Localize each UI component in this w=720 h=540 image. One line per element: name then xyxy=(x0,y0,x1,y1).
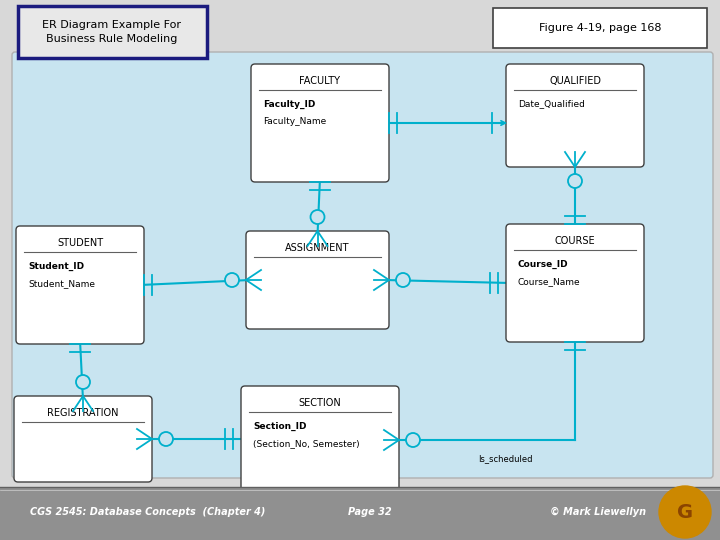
Text: Page 32: Page 32 xyxy=(348,507,392,517)
Circle shape xyxy=(310,210,325,224)
Text: Is_scheduled: Is_scheduled xyxy=(478,454,532,463)
Text: Section_ID: Section_ID xyxy=(253,421,307,430)
Circle shape xyxy=(225,273,239,287)
Circle shape xyxy=(568,174,582,188)
FancyBboxPatch shape xyxy=(246,231,389,329)
FancyBboxPatch shape xyxy=(493,8,707,48)
Text: G: G xyxy=(677,503,693,522)
Text: Student_ID: Student_ID xyxy=(28,261,84,271)
FancyBboxPatch shape xyxy=(241,386,399,494)
Text: ASSIGNMENT: ASSIGNMENT xyxy=(285,243,350,253)
Text: REGISTRATION: REGISTRATION xyxy=(48,408,119,418)
Text: COURSE: COURSE xyxy=(554,236,595,246)
Circle shape xyxy=(76,375,90,389)
Text: QUALIFIED: QUALIFIED xyxy=(549,76,601,86)
Circle shape xyxy=(396,273,410,287)
Text: Faculty_ID: Faculty_ID xyxy=(263,99,315,109)
Circle shape xyxy=(659,486,711,538)
FancyBboxPatch shape xyxy=(506,224,644,342)
FancyBboxPatch shape xyxy=(14,396,152,482)
Text: Date_Qualified: Date_Qualified xyxy=(518,99,585,109)
FancyBboxPatch shape xyxy=(12,52,713,478)
Text: Student_Name: Student_Name xyxy=(28,280,95,288)
Text: SECTION: SECTION xyxy=(299,398,341,408)
Circle shape xyxy=(159,432,173,446)
FancyBboxPatch shape xyxy=(18,6,207,58)
FancyBboxPatch shape xyxy=(16,226,144,344)
Bar xyxy=(0,487,720,540)
Text: Faculty_Name: Faculty_Name xyxy=(263,118,326,126)
Text: Course_Name: Course_Name xyxy=(518,278,580,287)
Text: CGS 2545: Database Concepts  (Chapter 4): CGS 2545: Database Concepts (Chapter 4) xyxy=(30,507,266,517)
Circle shape xyxy=(406,433,420,447)
Text: ER Diagram Example For
Business Rule Modeling: ER Diagram Example For Business Rule Mod… xyxy=(42,20,181,44)
Text: STUDENT: STUDENT xyxy=(57,238,103,248)
Text: FACULTY: FACULTY xyxy=(300,76,341,86)
FancyBboxPatch shape xyxy=(251,64,389,182)
FancyBboxPatch shape xyxy=(506,64,644,167)
Text: © Mark Liewellyn: © Mark Liewellyn xyxy=(550,507,646,517)
Text: (Section_No, Semester): (Section_No, Semester) xyxy=(253,440,359,449)
Text: Course_ID: Course_ID xyxy=(518,259,569,268)
Text: Figure 4-19, page 168: Figure 4-19, page 168 xyxy=(539,23,661,33)
